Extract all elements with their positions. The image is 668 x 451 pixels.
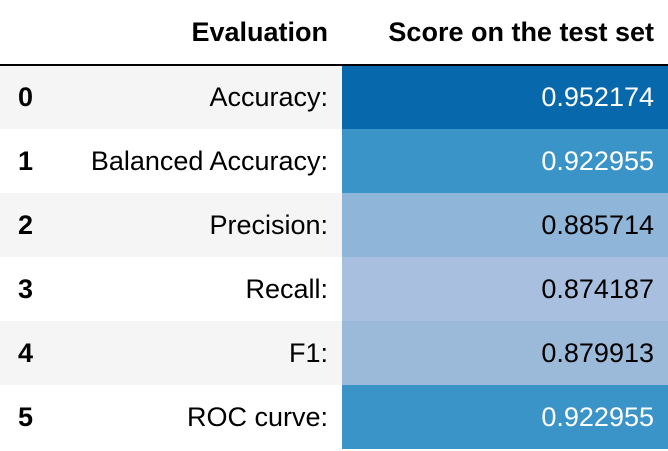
index-header — [0, 0, 48, 66]
score-cell: 0.922955 — [342, 385, 668, 449]
row-index: 5 — [0, 385, 48, 449]
evaluation-cell: Recall: — [48, 257, 342, 321]
evaluation-cell: Balanced Accuracy: — [48, 129, 342, 193]
row-index: 2 — [0, 193, 48, 257]
table-row: 5 ROC curve: 0.922955 — [0, 385, 668, 449]
evaluation-header: Evaluation — [48, 0, 342, 66]
score-cell: 0.922955 — [342, 129, 668, 193]
score-cell: 0.952174 — [342, 65, 668, 129]
table-header: Evaluation Score on the test set — [0, 0, 668, 66]
row-index: 1 — [0, 129, 48, 193]
table-row: 0 Accuracy: 0.952174 — [0, 65, 668, 129]
row-index: 3 — [0, 257, 48, 321]
table-row: 2 Precision: 0.885714 — [0, 193, 668, 257]
evaluation-cell: Precision: — [48, 193, 342, 257]
score-cell: 0.885714 — [342, 193, 668, 257]
table-row: 3 Recall: 0.874187 — [0, 257, 668, 321]
score-cell: 0.874187 — [342, 257, 668, 321]
evaluation-cell: Accuracy: — [48, 65, 342, 129]
row-index: 0 — [0, 65, 48, 129]
score-header: Score on the test set — [342, 0, 668, 66]
table-body: 0 Accuracy: 0.952174 1 Balanced Accuracy… — [0, 65, 668, 449]
header-row: Evaluation Score on the test set — [0, 0, 668, 66]
evaluation-cell: F1: — [48, 321, 342, 385]
evaluation-cell: ROC curve: — [48, 385, 342, 449]
table-row: 4 F1: 0.879913 — [0, 321, 668, 385]
score-cell: 0.879913 — [342, 321, 668, 385]
row-index: 4 — [0, 321, 48, 385]
table-row: 1 Balanced Accuracy: 0.922955 — [0, 129, 668, 193]
